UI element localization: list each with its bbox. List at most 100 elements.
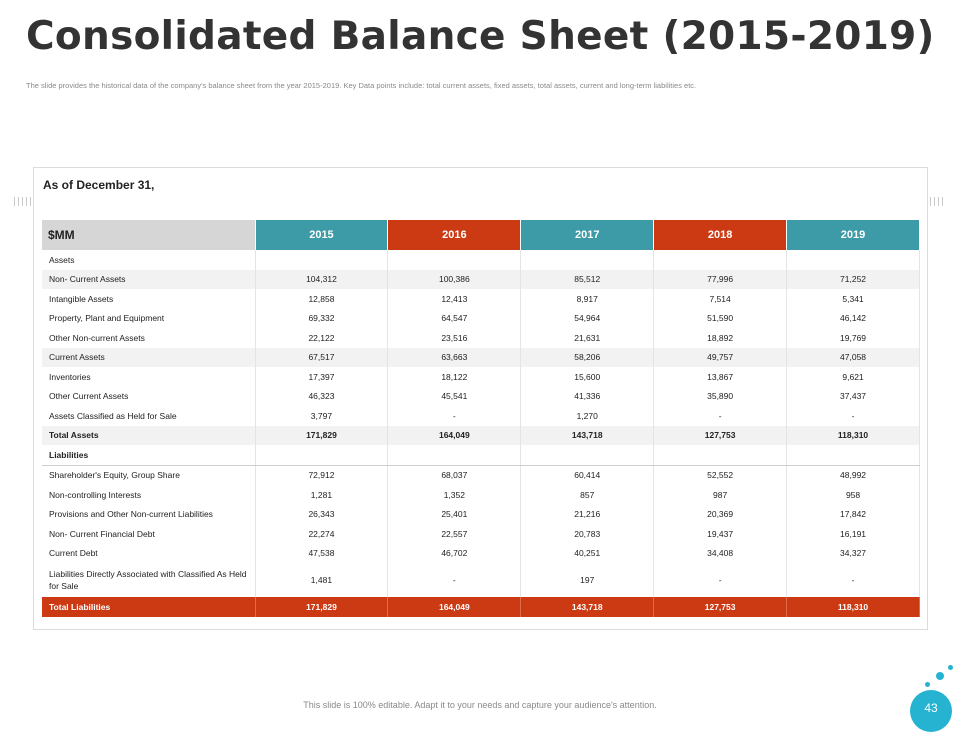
cell-2018: 20,369	[653, 504, 788, 524]
row-label: Assets Classified as Held for Sale	[42, 406, 256, 426]
cell-2016: 64,547	[387, 308, 522, 328]
cell-2019: 5,341	[786, 289, 920, 309]
cell-2016: 164,049	[387, 425, 522, 445]
cell-2016: 23,516	[387, 328, 522, 348]
cell-2016: 46,702	[387, 543, 522, 563]
table-header-row: $MM 2015 2016 2017 2018 2019	[42, 220, 920, 250]
cell-2016: 45,541	[387, 386, 522, 406]
balance-sheet-table: $MM 2015 2016 2017 2018 2019 Assets Non- …	[42, 220, 920, 617]
table-row: Non-controlling Interests 1,281 1,352 857 98…	[42, 485, 920, 505]
row-label: Non- Current Assets	[42, 269, 256, 289]
table-row: Current Assets 67,517 63,663 58,206 49,757 47…	[42, 347, 920, 367]
table-row: Non- Current Assets 104,312 100,386 85,512 7…	[42, 269, 920, 289]
cell-2018: 987	[653, 485, 788, 505]
cell-2016: 22,557	[387, 524, 522, 544]
cell-2017	[520, 250, 655, 270]
slide-title: Consolidated Balance Sheet (2015-2019)	[26, 14, 935, 59]
cell-2016: 12,413	[387, 289, 522, 309]
table-row: Property, Plant and Equipment 69,332 64,54…	[42, 308, 920, 328]
cell-2016: 100,386	[387, 269, 522, 289]
year-header-2016: 2016	[387, 220, 522, 250]
table-caption: As of December 31,	[43, 178, 155, 192]
table-row: Non- Current Financial Debt 22,274 22,557 2…	[42, 524, 920, 544]
cell-2018: -	[653, 406, 788, 426]
cell-2018: 18,892	[653, 328, 788, 348]
decor-dot	[948, 665, 953, 670]
cell-2017: 197	[520, 563, 655, 597]
table-row: Total Assets 171,829 164,049 143,718 127,753…	[42, 425, 920, 445]
page-number-badge: 43	[910, 690, 952, 732]
cell-2018: 35,890	[653, 386, 788, 406]
cell-2019: 48,992	[786, 465, 920, 485]
cell-2016	[387, 445, 522, 466]
cell-2015: 26,343	[255, 504, 389, 524]
row-label: Property, Plant and Equipment	[42, 308, 256, 328]
cell-2019: -	[786, 563, 920, 597]
table-body: Assets Non- Current Assets 104,312 100,386 8…	[42, 250, 920, 617]
cell-2016: 18,122	[387, 367, 522, 387]
cell-2019: 118,310	[786, 425, 920, 445]
year-header-2018: 2018	[653, 220, 788, 250]
cell-2017: 60,414	[520, 465, 655, 485]
cell-2019: 16,191	[786, 524, 920, 544]
cell-2017: 143,718	[520, 597, 655, 617]
cell-2016: 25,401	[387, 504, 522, 524]
cell-2017: 21,216	[520, 504, 655, 524]
cell-2015: 1,481	[255, 563, 389, 597]
year-header-2017: 2017	[520, 220, 655, 250]
cell-2017	[520, 445, 655, 466]
table-row: Assets	[42, 250, 920, 270]
cell-2018: 7,514	[653, 289, 788, 309]
cell-2018: 49,757	[653, 347, 788, 367]
row-label: Liabilities Directly Associated with Cla…	[42, 563, 256, 597]
table-row: Liabilities Directly Associated with Cla…	[42, 563, 920, 597]
cell-2018: 19,437	[653, 524, 788, 544]
cell-2019: 37,437	[786, 386, 920, 406]
row-label: Total Assets	[42, 425, 256, 445]
table-row: Other Current Assets 46,323 45,541 41,336 35…	[42, 386, 920, 406]
table-row: Inventories 17,397 18,122 15,600 13,867 9,621	[42, 367, 920, 387]
cell-2015: 69,332	[255, 308, 389, 328]
cell-2015: 46,323	[255, 386, 389, 406]
row-label: Current Debt	[42, 543, 256, 563]
cell-2018	[653, 250, 788, 270]
table-row: Liabilities	[42, 445, 920, 466]
cell-2015	[255, 250, 389, 270]
cell-2018: 34,408	[653, 543, 788, 563]
cell-2017: 143,718	[520, 425, 655, 445]
cell-2019: 958	[786, 485, 920, 505]
cell-2018: 127,753	[653, 597, 788, 617]
table-row: Assets Classified as Held for Sale 3,797 -…	[42, 406, 920, 426]
cell-2018: 52,552	[653, 465, 788, 485]
unit-header: $MM	[42, 220, 256, 250]
row-label: Current Assets	[42, 347, 256, 367]
cell-2019: 47,058	[786, 347, 920, 367]
row-label: Other Current Assets	[42, 386, 256, 406]
cell-2016: 164,049	[387, 597, 522, 617]
cell-2015: 47,538	[255, 543, 389, 563]
cell-2015: 22,122	[255, 328, 389, 348]
cell-2019: 118,310	[786, 597, 920, 617]
cell-2015	[255, 445, 389, 466]
cell-2019	[786, 445, 920, 466]
cell-2019: 9,621	[786, 367, 920, 387]
cell-2016: 68,037	[387, 465, 522, 485]
cell-2018	[653, 445, 788, 466]
cell-2019: 17,842	[786, 504, 920, 524]
row-label: Intangible Assets	[42, 289, 256, 309]
slide-subtitle: The slide provides the historical data o…	[26, 81, 697, 90]
row-label: Inventories	[42, 367, 256, 387]
cell-2015: 3,797	[255, 406, 389, 426]
footer-note: This slide is 100% editable. Adapt it to…	[303, 700, 657, 710]
cell-2018: 127,753	[653, 425, 788, 445]
decor-dot	[925, 682, 930, 687]
cell-2017: 41,336	[520, 386, 655, 406]
cell-2018: -	[653, 563, 788, 597]
cell-2019: 46,142	[786, 308, 920, 328]
cell-2015: 104,312	[255, 269, 389, 289]
row-label: Other Non-current Assets	[42, 328, 256, 348]
table-row: Current Debt 47,538 46,702 40,251 34,408 34,3…	[42, 543, 920, 563]
row-label: Provisions and Other Non-current Liabili…	[42, 504, 256, 524]
balance-sheet-card: As of December 31, $MM 2015 2016 2017 20…	[33, 167, 928, 630]
cell-2019: -	[786, 406, 920, 426]
